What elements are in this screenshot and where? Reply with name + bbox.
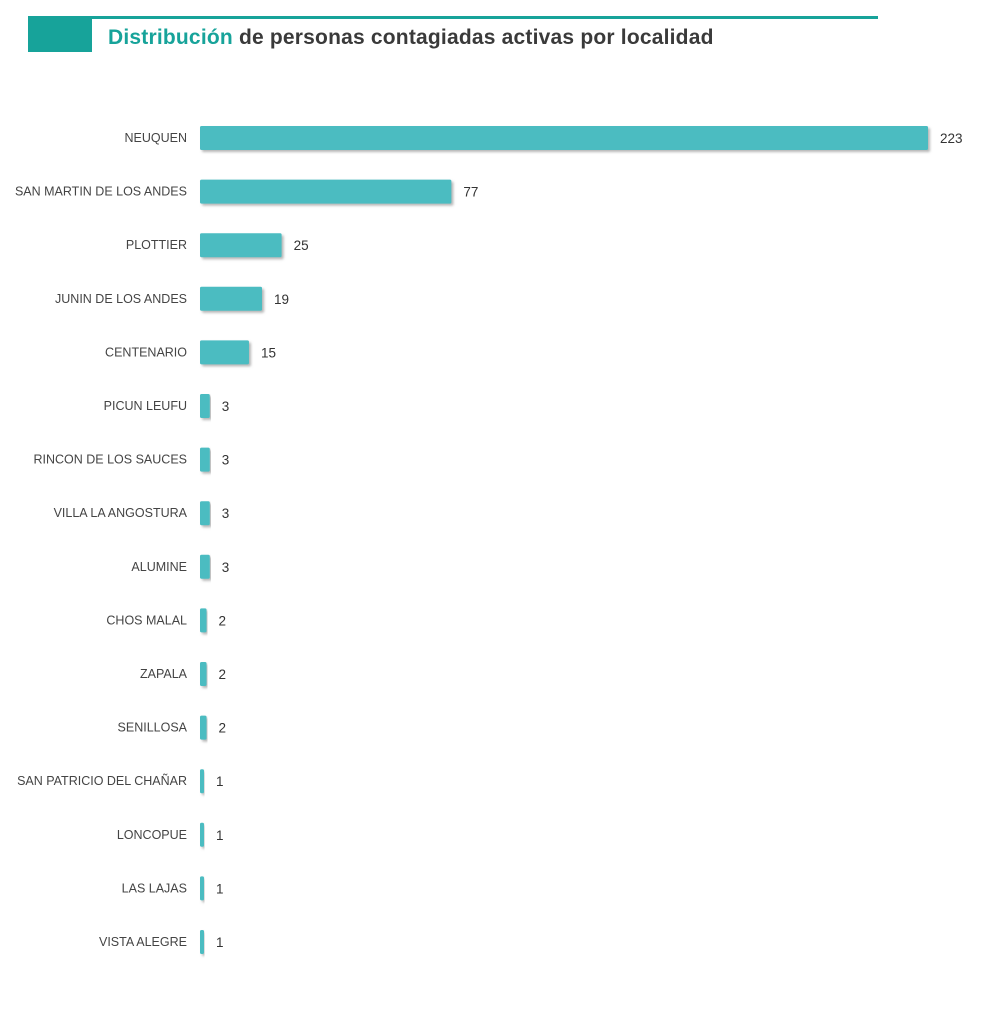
bar	[200, 876, 204, 901]
bar	[200, 501, 210, 526]
category-label: CENTENARIO	[105, 345, 187, 359]
data-label: 1	[216, 881, 224, 896]
bar	[200, 233, 282, 258]
data-label: 77	[463, 185, 478, 200]
bar	[200, 715, 207, 740]
bar	[200, 662, 207, 686]
category-label: SAN PATRICIO DEL CHAÑAR	[17, 774, 187, 788]
category-label: CHOS MALAL	[106, 613, 187, 627]
category-label: ZAPALA	[140, 667, 188, 681]
bar	[200, 126, 928, 150]
category-label: PLOTTIER	[126, 238, 187, 252]
bar	[200, 930, 204, 954]
category-label: RINCON DE LOS SAUCES	[33, 453, 187, 467]
data-label: 2	[219, 667, 227, 682]
category-label: VISTA ALEGRE	[99, 935, 187, 949]
data-label: 3	[222, 453, 230, 468]
category-label: SAN MARTIN DE LOS ANDES	[15, 185, 187, 199]
bar	[200, 340, 249, 365]
data-label: 3	[222, 560, 230, 575]
header-rule	[92, 16, 878, 19]
category-label: NEUQUEN	[124, 131, 187, 145]
data-label: 19	[274, 292, 289, 307]
data-label: 3	[222, 399, 230, 414]
data-label: 1	[216, 774, 224, 789]
bar	[200, 769, 204, 794]
data-label: 25	[294, 238, 309, 253]
data-label: 1	[216, 828, 224, 843]
bar	[200, 394, 210, 418]
header-accent-block	[28, 16, 92, 52]
data-label: 223	[940, 131, 963, 146]
category-label: SENILLOSA	[118, 721, 188, 735]
bar	[200, 179, 452, 204]
bar	[200, 447, 210, 472]
data-label: 15	[261, 345, 276, 360]
chart-title-rest: de personas contagiadas activas por loca…	[238, 26, 714, 49]
data-label: 2	[219, 613, 227, 628]
category-label: VILLA LA ANGOSTURA	[54, 506, 188, 520]
data-label: 3	[222, 506, 230, 521]
category-label: ALUMINE	[131, 560, 187, 574]
category-label: LAS LAJAS	[122, 881, 187, 895]
chart-title-accent: Distribución	[108, 26, 233, 49]
category-label: PICUN LEUFU	[104, 399, 187, 413]
bar	[200, 822, 204, 847]
category-label: JUNIN DE LOS ANDES	[55, 292, 187, 306]
category-label: LONCOPUE	[117, 828, 187, 842]
bar	[200, 286, 263, 311]
data-label: 1	[216, 935, 224, 950]
data-label: 2	[219, 721, 227, 736]
bar	[200, 608, 207, 633]
bar	[200, 554, 210, 579]
chart-title: Distribución de personas contagiadas act…	[108, 26, 714, 50]
